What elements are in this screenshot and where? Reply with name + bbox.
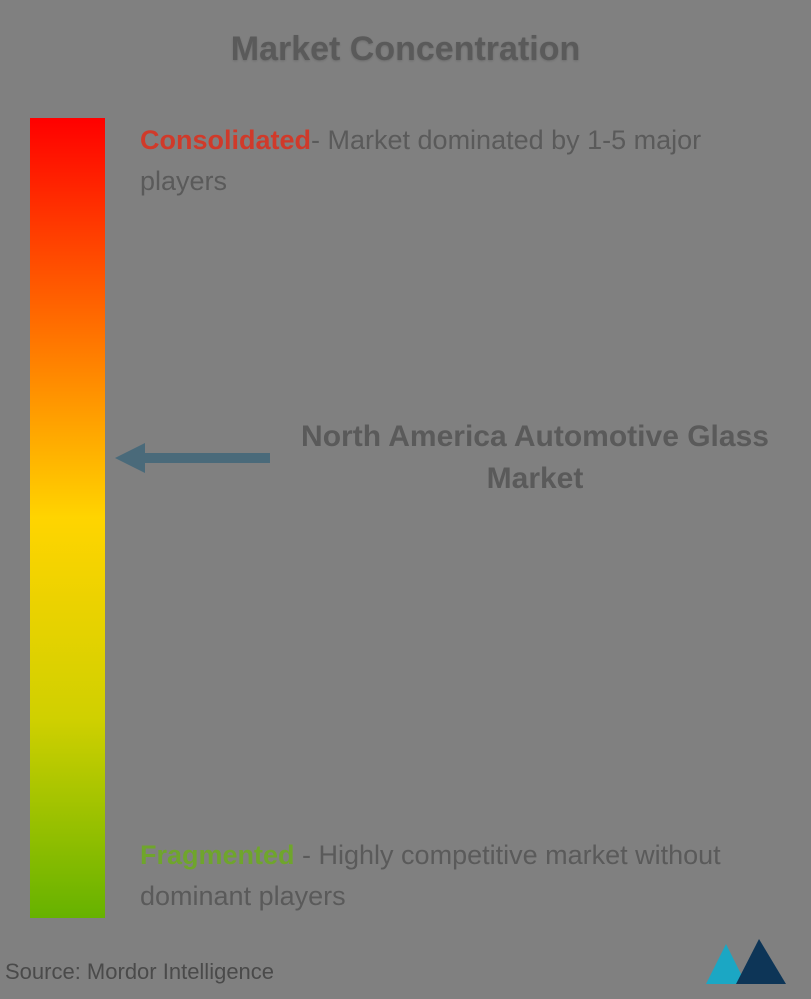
page-title: Market Concentration — [0, 30, 811, 69]
market-indicator-row: North America Automotive Glass Market — [115, 416, 795, 500]
fragmented-sep: - — [295, 840, 319, 870]
indicator-arrow-icon — [115, 438, 275, 478]
market-name: North America Automotive Glass Market — [275, 416, 795, 500]
fragmented-keyword: Fragmented — [140, 840, 295, 870]
consolidated-keyword: Consolidated — [140, 125, 311, 155]
concentration-scale-bar — [30, 118, 105, 918]
fragmented-label: Fragmented - Highly competitive market w… — [140, 835, 780, 916]
consolidated-sep: - — [311, 125, 328, 155]
consolidated-label: Consolidated- Market dominated by 1-5 ma… — [140, 120, 760, 201]
mordor-logo-icon — [701, 934, 791, 989]
source-attribution: Source: Mordor Intelligence — [5, 959, 274, 985]
